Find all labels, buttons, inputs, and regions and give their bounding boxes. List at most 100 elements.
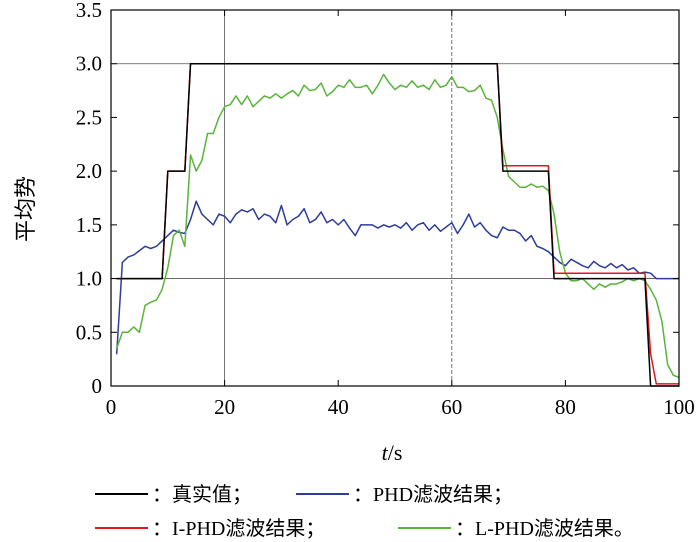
data-point-phd bbox=[434, 224, 436, 226]
data-point-truth bbox=[417, 63, 419, 65]
data-point-phd bbox=[127, 256, 129, 258]
data-point-truth bbox=[439, 63, 442, 65]
data-point-iphd bbox=[508, 165, 510, 167]
data-point-lphd bbox=[326, 95, 328, 97]
data-point-iphd bbox=[615, 272, 618, 274]
data-point-phd bbox=[388, 226, 390, 228]
data-point-phd bbox=[615, 267, 618, 269]
data-point-lphd bbox=[371, 93, 373, 95]
data-point-lphd bbox=[377, 84, 379, 86]
data-point-truth bbox=[479, 63, 481, 65]
data-point-truth bbox=[610, 277, 612, 280]
data-point-truth bbox=[490, 63, 493, 65]
data-point-lphd bbox=[536, 186, 538, 188]
data-point-lphd bbox=[167, 267, 169, 269]
data-point-phd bbox=[366, 224, 368, 226]
data-point-iphd bbox=[650, 353, 652, 355]
data-point-iphd bbox=[525, 165, 527, 167]
data-point-phd bbox=[564, 265, 567, 267]
data-point-truth bbox=[405, 63, 407, 65]
data-point-phd bbox=[439, 230, 442, 232]
data-point-iphd bbox=[644, 272, 646, 274]
data-point-truth bbox=[632, 277, 635, 280]
data-point-phd bbox=[445, 226, 447, 228]
series-points-truth bbox=[116, 63, 680, 387]
data-point-phd bbox=[542, 247, 544, 250]
data-point-phd bbox=[479, 222, 481, 224]
data-point-phd bbox=[258, 218, 260, 221]
data-point-phd bbox=[275, 222, 277, 224]
data-point-phd bbox=[224, 215, 226, 217]
x-tick-label: 20 bbox=[214, 395, 235, 419]
data-point-lphd bbox=[405, 86, 407, 88]
series-line-phd bbox=[115, 200, 679, 354]
data-point-iphd bbox=[581, 272, 584, 274]
data-point-truth bbox=[133, 277, 135, 280]
data-point-lphd bbox=[434, 79, 436, 81]
data-point-truth bbox=[252, 63, 254, 65]
data-point-phd bbox=[508, 229, 510, 231]
data-point-truth bbox=[337, 63, 339, 65]
data-point-phd bbox=[400, 227, 402, 229]
data-point-iphd bbox=[576, 272, 578, 274]
data-point-lphd bbox=[337, 84, 339, 86]
data-point-lphd bbox=[246, 95, 248, 97]
data-point-lphd bbox=[570, 280, 572, 282]
data-point-lphd bbox=[632, 280, 635, 282]
data-point-lphd bbox=[263, 95, 265, 97]
data-point-lphd bbox=[587, 283, 589, 285]
data-point-truth bbox=[496, 63, 498, 65]
data-point-truth bbox=[212, 63, 214, 65]
data-point-lphd bbox=[348, 79, 351, 81]
data-point-phd bbox=[297, 215, 300, 217]
y-tick-label: 0.5 bbox=[76, 320, 102, 344]
data-point-truth bbox=[559, 277, 561, 280]
data-point-phd bbox=[530, 235, 532, 237]
data-point-phd bbox=[627, 269, 629, 271]
data-point-lphd bbox=[155, 299, 158, 301]
axis-ticks bbox=[110, 9, 680, 387]
data-point-phd bbox=[632, 267, 635, 269]
x-tick-label: 60 bbox=[441, 395, 462, 419]
data-point-lphd bbox=[388, 82, 390, 84]
series-points-phd bbox=[116, 200, 680, 355]
data-point-lphd bbox=[559, 251, 561, 253]
data-point-lphd bbox=[201, 159, 203, 161]
data-point-phd bbox=[661, 277, 663, 280]
data-point-phd bbox=[570, 258, 572, 260]
grid-lines bbox=[111, 10, 679, 386]
data-point-phd bbox=[218, 213, 220, 215]
data-point-phd bbox=[468, 213, 470, 215]
data-point-phd bbox=[303, 208, 305, 210]
data-point-truth bbox=[519, 170, 521, 172]
data-point-lphd bbox=[354, 86, 356, 88]
data-point-phd bbox=[490, 235, 493, 237]
data-point-lphd bbox=[127, 331, 129, 333]
data-point-lphd bbox=[621, 281, 623, 283]
data-point-phd bbox=[138, 250, 140, 252]
data-point-truth bbox=[604, 277, 606, 280]
data-point-phd bbox=[547, 251, 549, 253]
data-point-phd bbox=[354, 235, 356, 237]
data-point-truth bbox=[473, 63, 476, 65]
data-point-iphd bbox=[536, 165, 538, 167]
data-point-truth bbox=[485, 63, 487, 65]
data-point-lphd bbox=[468, 91, 470, 93]
data-point-lphd bbox=[519, 186, 521, 188]
legend-label-phd: ：PHD滤波结果； bbox=[353, 483, 513, 506]
data-point-iphd bbox=[530, 165, 532, 167]
x-tick-label: 0 bbox=[106, 395, 117, 419]
series-line-iphd bbox=[116, 62, 679, 385]
data-point-phd bbox=[576, 261, 578, 264]
x-axis-title: t/s bbox=[382, 440, 403, 465]
data-point-truth bbox=[138, 277, 140, 280]
data-point-truth bbox=[326, 63, 328, 65]
data-point-phd bbox=[610, 262, 612, 265]
data-point-phd bbox=[286, 224, 288, 226]
data-point-phd bbox=[604, 267, 606, 269]
data-point-lphd bbox=[428, 88, 430, 91]
data-point-lphd bbox=[604, 286, 606, 288]
data-point-lphd bbox=[258, 100, 260, 102]
data-point-phd bbox=[536, 245, 538, 247]
data-point-lphd bbox=[445, 84, 447, 86]
